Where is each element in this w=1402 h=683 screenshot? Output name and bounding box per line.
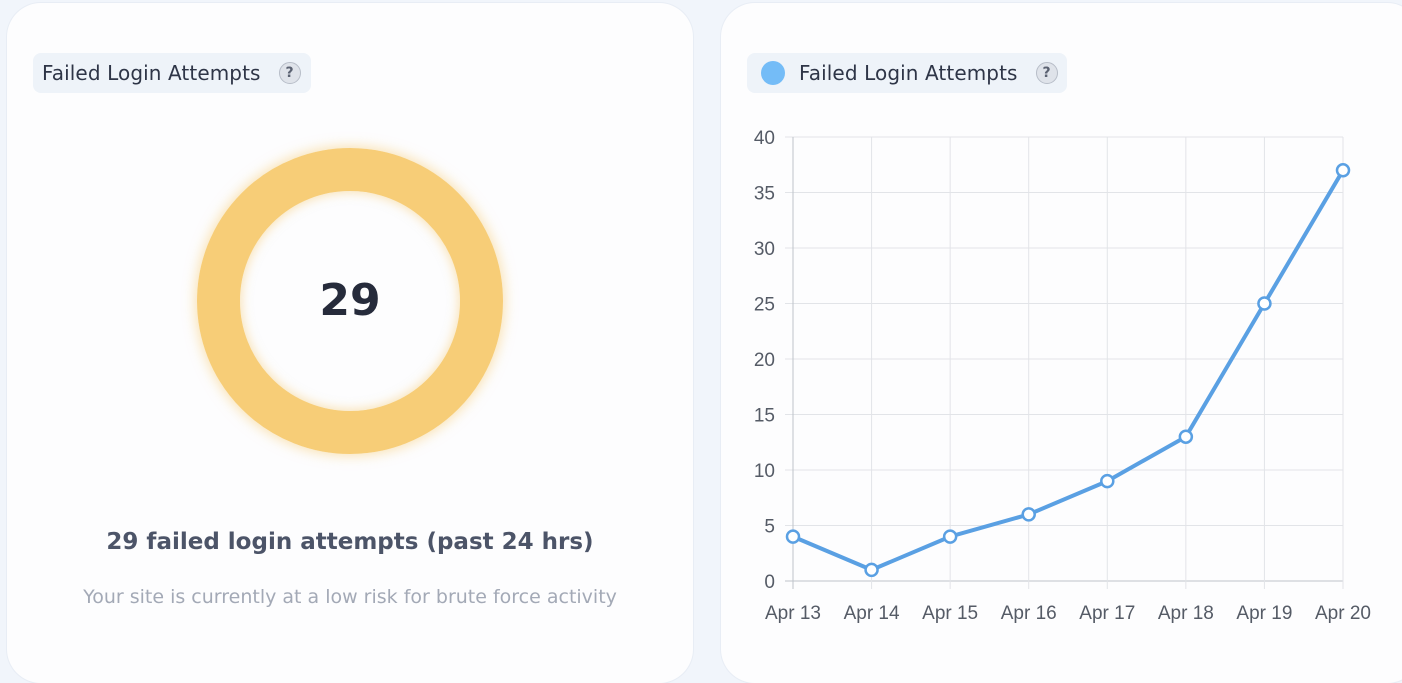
failed-logins-summary-card: Failed Login Attempts ? 29 29 failed log… [7,3,693,683]
y-tick-label: 10 [754,461,775,482]
series-line [791,168,1345,572]
data-point [1100,473,1115,489]
chart-legend-pill[interactable]: Failed Login Attempts ? [747,53,1067,93]
x-tick-label: Apr 14 [844,603,900,624]
card-title-pill: Failed Login Attempts ? [33,53,311,93]
data-point [1178,429,1194,444]
x-tick-label: Apr 20 [1315,603,1371,624]
donut-chart: 29 [183,134,515,466]
card-title: Failed Login Attempts [42,61,261,85]
legend-dot-icon [761,61,785,85]
donut-value: 29 [319,274,381,326]
x-tick-label: Apr 16 [1001,603,1057,624]
y-tick-label: 30 [754,239,775,260]
help-icon[interactable]: ? [1035,62,1058,84]
data-point [1335,163,1351,178]
risk-status-text: Your site is currently at a low risk for… [83,586,617,608]
failed-logins-chart-card: Failed Login Attempts ? 0 5 10 15 20 25 30 35 40… [721,3,1402,683]
y-tick-label: 0 [764,572,775,593]
line-chart: 0 5 10 15 20 25 30 35 40 Apr 13 Apr 14 Apr 15 Apr 16… [754,128,1371,624]
y-tick-label: 35 [754,184,775,205]
data-point [1257,296,1272,311]
data-point [785,529,801,544]
data-point [864,562,879,578]
y-tick-label: 25 [754,295,775,316]
legend-label: Failed Login Attempts [799,61,1018,85]
data-point [942,529,958,544]
summary-text: 29 failed login attempts (past 24 hrs) [106,529,594,555]
x-tick-label: Apr 18 [1158,603,1214,624]
x-tick-label: Apr 19 [1236,603,1292,624]
x-tick-label: Apr 17 [1079,603,1135,624]
x-tick-label: Apr 15 [922,603,978,624]
y-tick-label: 40 [754,128,775,149]
x-tick-label: Apr 13 [765,603,821,624]
y-tick-label: 5 [764,517,775,538]
data-point [1021,507,1036,522]
y-tick-label: 20 [754,350,775,371]
help-icon[interactable]: ? [278,62,301,84]
y-tick-label: 15 [754,406,775,427]
